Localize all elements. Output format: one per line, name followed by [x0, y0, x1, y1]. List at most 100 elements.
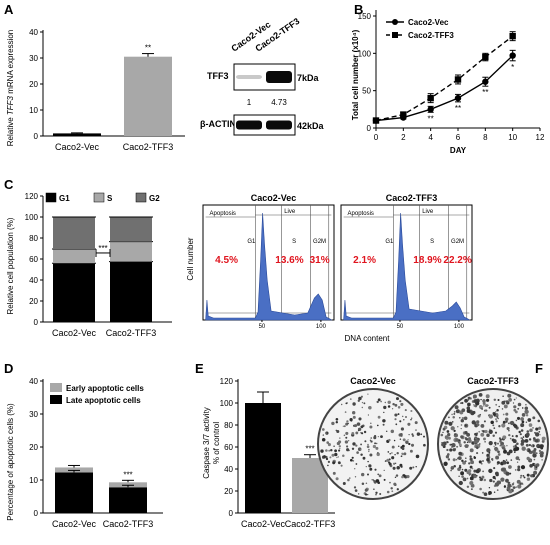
- colony: [502, 420, 506, 424]
- colony: [514, 469, 517, 471]
- colony: [375, 479, 380, 483]
- colony: [520, 465, 526, 470]
- colony: [397, 445, 400, 447]
- colony: [458, 475, 460, 477]
- colony: [383, 405, 387, 410]
- colony: [478, 443, 481, 445]
- colony: [468, 469, 472, 473]
- colony: [386, 490, 390, 494]
- panel-b-point: [454, 94, 462, 102]
- panel-a-bar-chart: Relative TFF3 mRNA expression 010203040 …: [6, 28, 185, 152]
- colony: [522, 436, 525, 438]
- colony: [471, 468, 474, 470]
- colony: [495, 403, 498, 406]
- colony: [342, 454, 345, 458]
- colony: [374, 442, 377, 445]
- colony: [539, 452, 541, 455]
- colony: [336, 456, 338, 459]
- colony: [505, 412, 509, 416]
- panel-d-ytick-label: 0: [34, 509, 39, 518]
- colony: [494, 446, 498, 451]
- colony: [452, 448, 456, 452]
- colony: [408, 433, 410, 436]
- panel-f-colony-plates: Caco2-Vec Caco2-TFF3: [317, 376, 549, 500]
- colony: [463, 441, 466, 444]
- colony: [535, 463, 540, 467]
- histogram-gate-label-apoptosis: Apoptosis: [210, 211, 236, 217]
- panel-letter-c: C: [4, 177, 14, 192]
- colony: [391, 456, 395, 460]
- colony: [525, 413, 529, 417]
- colony: [515, 397, 517, 399]
- colony: [539, 453, 544, 458]
- blot-band: [266, 120, 292, 130]
- blot-row-label-tff3: TFF3: [207, 71, 229, 81]
- colony: [513, 447, 518, 452]
- panel-c-ylabel: Relative cell population (%): [6, 217, 15, 314]
- histogram-apoptosis-percent: 4.5%: [215, 255, 238, 266]
- histogram-s-percent: 13.6%: [275, 255, 303, 266]
- colony: [466, 477, 469, 480]
- colony: [509, 472, 512, 475]
- panel-b-point: [427, 94, 434, 102]
- colony: [497, 450, 500, 454]
- colony: [395, 397, 400, 401]
- colony: [482, 470, 484, 473]
- colony: [347, 439, 350, 442]
- colony: [508, 449, 513, 454]
- colony: [356, 422, 361, 426]
- colony: [513, 451, 516, 454]
- panel-e-bar: [245, 403, 281, 513]
- colony: [446, 430, 450, 433]
- colony: [469, 480, 474, 486]
- panel-a-ylabel: Relative TFF3 mRNA expression: [6, 30, 15, 146]
- colony: [499, 440, 502, 443]
- colony: [499, 445, 501, 447]
- colony: [340, 464, 343, 467]
- colony: [491, 458, 494, 461]
- colony: [367, 493, 369, 496]
- colony: [494, 441, 497, 445]
- colony: [526, 473, 530, 477]
- colony: [485, 394, 490, 399]
- colony: [467, 437, 472, 441]
- colony: [488, 406, 491, 409]
- panel-d-category-label: Caco2-Vec: [52, 519, 97, 529]
- blot-size-42kda: 42kDa: [297, 121, 325, 131]
- colony: [444, 420, 449, 425]
- colony: [391, 490, 394, 493]
- colony: [479, 413, 482, 416]
- colony: [496, 417, 499, 419]
- colony: [498, 425, 501, 428]
- colony: [511, 435, 514, 438]
- colony: [334, 449, 338, 453]
- panel-b-xlabel: DAY: [450, 146, 467, 155]
- panel-c-legend-swatch: [93, 192, 105, 203]
- colony: [496, 442, 500, 445]
- colony: [352, 459, 355, 462]
- panel-e-ylabel-line2: % of control: [212, 422, 221, 464]
- histogram-s-percent: 18.9%: [413, 255, 441, 266]
- colony: [484, 409, 487, 412]
- colony: [476, 452, 479, 455]
- panel-c-ytick-label: 60: [29, 255, 38, 264]
- colony: [467, 402, 471, 407]
- colony: [404, 409, 407, 412]
- colony: [512, 486, 516, 489]
- colony: [460, 424, 463, 426]
- colony: [453, 412, 456, 415]
- blot-size-7kda: 7kDa: [297, 73, 320, 83]
- panel-c-bar-segment: [53, 263, 95, 322]
- colony: [330, 448, 333, 452]
- panel-b-xtick-label: 10: [508, 133, 517, 142]
- colony: [488, 440, 493, 446]
- colony: [493, 467, 496, 470]
- colony: [461, 468, 464, 471]
- colony: [390, 487, 393, 490]
- colony: [489, 478, 493, 483]
- colony: [376, 452, 380, 457]
- colony: [503, 449, 507, 454]
- colony: [380, 435, 383, 438]
- panel-b-series-line: [375, 35, 514, 122]
